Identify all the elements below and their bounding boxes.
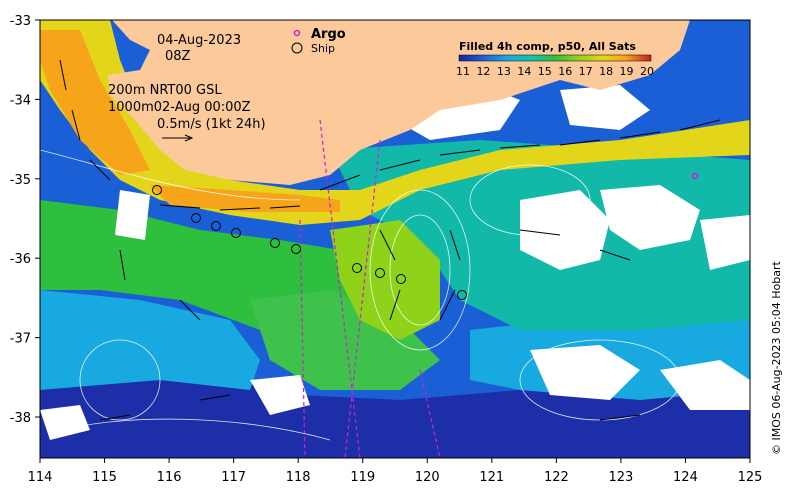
y-axis: -33 -34 -35 -36 -37 -38 — [10, 14, 40, 426]
plot-frame — [39, 19, 751, 459]
y-tick-label: -35 — [10, 173, 31, 188]
colorbar-tick-label: 20 — [640, 65, 654, 78]
colorbar-tick-label: 11 — [456, 65, 470, 78]
x-tick-label: 119 — [350, 470, 375, 485]
colorbar-tick-label: 14 — [517, 65, 531, 78]
y-tick-label: -33 — [10, 14, 31, 29]
x-tick-label: 121 — [479, 470, 504, 485]
ship-stations — [152, 185, 467, 300]
ship-station — [375, 268, 385, 278]
colorbar-tick-label: 15 — [538, 65, 552, 78]
argo-float-marker — [691, 172, 699, 180]
ship-station — [457, 290, 467, 300]
y-tick-label: -38 — [10, 411, 31, 426]
y-tick-label: -37 — [10, 332, 31, 347]
ship-station — [396, 274, 406, 284]
sea-level-contours — [40, 149, 681, 441]
colorbar-labels: 11 12 13 14 15 16 17 18 19 20 — [456, 65, 654, 78]
ship-station — [352, 263, 362, 273]
ship-legend-icon — [291, 42, 303, 54]
ship-station — [211, 221, 221, 231]
y-tick-label: -36 — [10, 252, 31, 267]
x-tick-label: 117 — [221, 470, 246, 485]
ship-track — [299, 119, 441, 458]
x-tick-label: 115 — [92, 470, 117, 485]
x-tick-label: 122 — [544, 470, 569, 485]
ship-station — [152, 185, 162, 195]
sst-title: Filled 4h comp, p50, All Sats — [459, 40, 636, 53]
x-axis: 114 115 116 117 118 119 120 121 122 123 124 125 — [28, 458, 763, 485]
x-tick-label: 123 — [608, 470, 633, 485]
ship-station — [291, 244, 301, 254]
x-tick-label: 116 — [157, 470, 182, 485]
x-tick-label: 114 — [28, 470, 53, 485]
colorbar-tick-label: 16 — [558, 65, 572, 78]
argo-legend-icon — [293, 29, 301, 37]
x-tick-label: 118 — [286, 470, 311, 485]
x-tick-label: 125 — [738, 470, 763, 485]
y-tick-label: -34 — [10, 93, 31, 108]
map-hour: 08Z — [165, 49, 191, 64]
colorbar-tick-label: 13 — [497, 65, 511, 78]
colorbar-tick-label: 12 — [476, 65, 490, 78]
ship-station — [191, 213, 201, 223]
colorbar-tick-label: 17 — [579, 65, 593, 78]
colorbar-tick-label: 18 — [599, 65, 613, 78]
depth-line-1: 200m NRT00 GSL — [108, 83, 222, 98]
credit-text: © IMOS 06-Aug-2023 05:04 Hobart — [770, 261, 783, 455]
x-tick-label: 124 — [673, 470, 698, 485]
ship-station — [270, 238, 280, 248]
scale-arrow — [162, 134, 194, 142]
surface-current-arrows — [59, 59, 721, 421]
x-tick-label: 120 — [415, 470, 440, 485]
legend-argo: Argo — [311, 27, 346, 42]
legend-ship: Ship — [311, 42, 335, 55]
map-date: 04-Aug-2023 — [157, 33, 241, 48]
sst-colorbar — [458, 54, 652, 62]
scale-label: 0.5m/s (1kt 24h) — [157, 117, 266, 132]
ship-station — [231, 228, 241, 238]
colorbar-tick-label: 19 — [620, 65, 634, 78]
depth-line-2: 1000m02-Aug 00:00Z — [108, 100, 251, 115]
